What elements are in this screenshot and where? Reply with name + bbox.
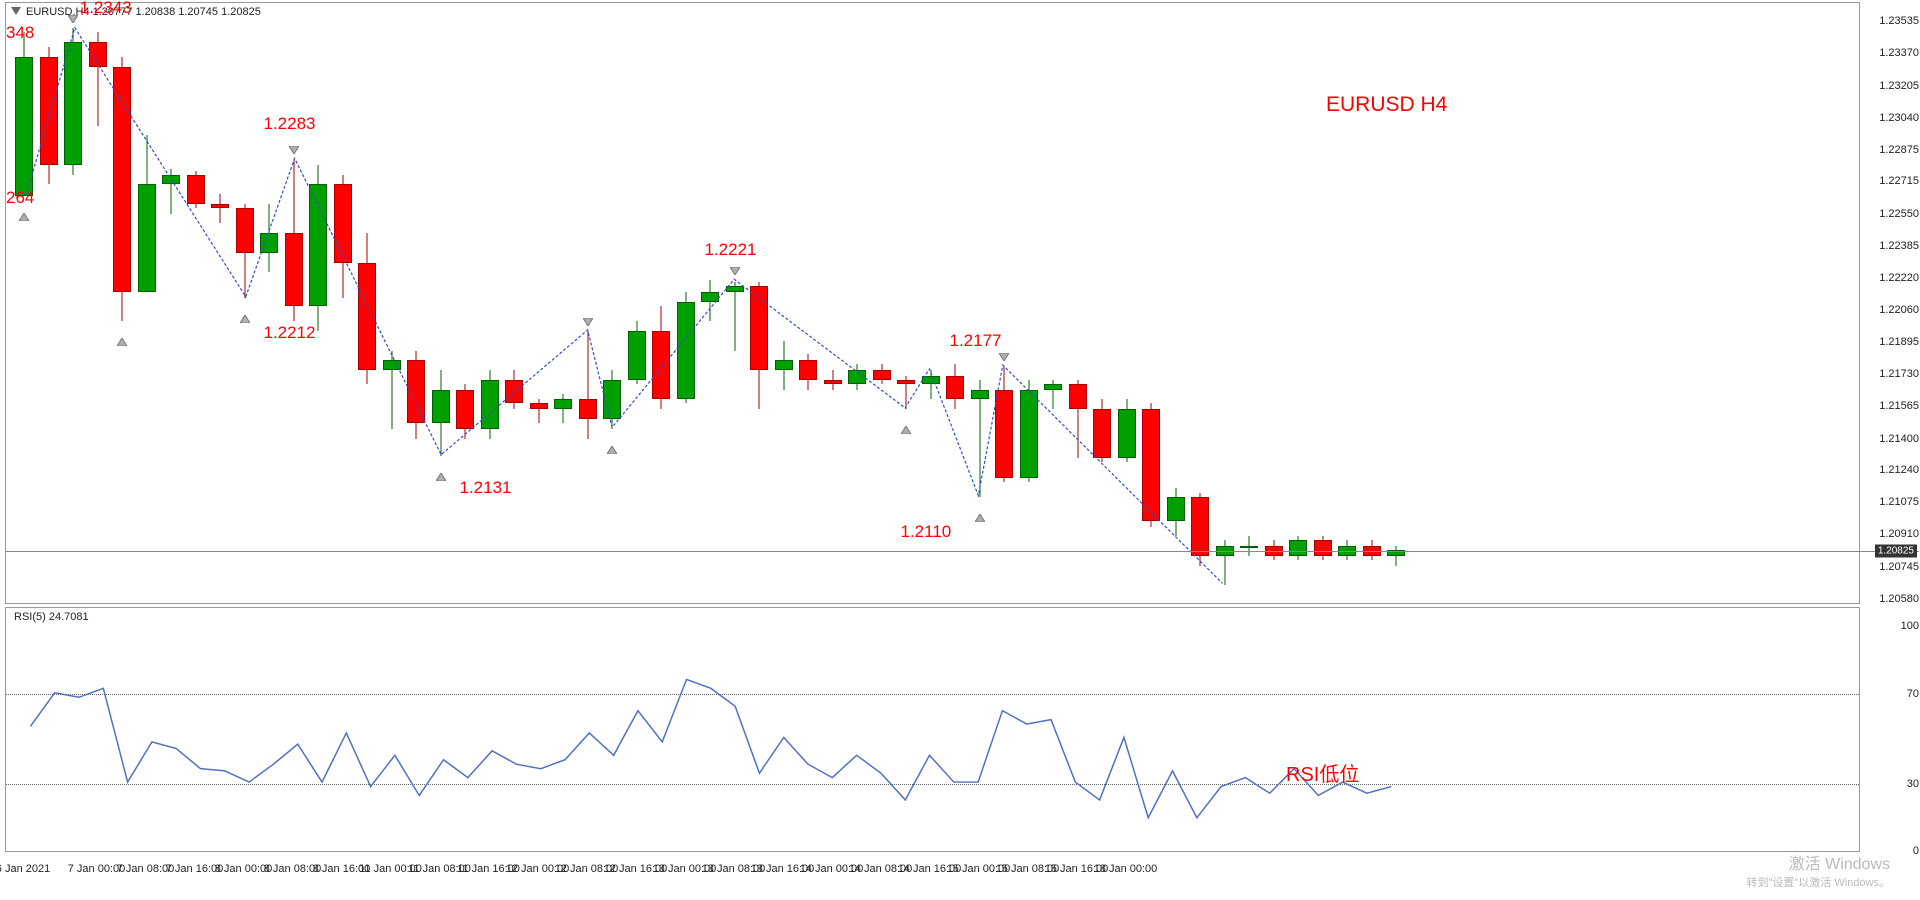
fractal-arrow-icon — [436, 468, 446, 478]
candle — [138, 3, 156, 603]
fractal-arrow-icon — [607, 441, 617, 451]
candle — [505, 3, 523, 603]
candle — [677, 3, 695, 603]
candle — [1216, 3, 1234, 603]
candle — [358, 3, 376, 603]
time-tick: 18 Jan 00:00 — [1094, 863, 1158, 875]
candle — [897, 3, 915, 603]
candle — [1265, 3, 1283, 603]
candle — [922, 3, 940, 603]
candle — [824, 3, 842, 603]
rsi-chart[interactable]: RSI(5) 24.7081 03070100 RSI低位 — [5, 607, 1860, 852]
fractal-arrow-icon — [975, 509, 985, 519]
rsi-header: RSI(5) 24.7081 — [14, 611, 89, 623]
price-annotation: 1.2110 — [901, 522, 952, 542]
rsi-annotation: RSI低位 — [1286, 758, 1359, 787]
candle — [603, 3, 621, 603]
price-chart[interactable]: EURUSD,H4 1.20777 1.20838 1.20745 1.2082… — [5, 2, 1860, 604]
price-annotation: 348 — [6, 23, 34, 43]
candle — [1069, 3, 1087, 603]
candle — [799, 3, 817, 603]
fractal-arrow-icon — [68, 10, 78, 20]
fractal-arrow-icon — [901, 421, 911, 431]
candle — [750, 3, 768, 603]
price-annotation: 1.2343 — [80, 0, 132, 18]
candle — [1093, 3, 1111, 603]
candle — [1289, 3, 1307, 603]
candle — [89, 3, 107, 603]
candle — [995, 3, 1013, 603]
candle — [1167, 3, 1185, 603]
candle — [848, 3, 866, 603]
price-annotation: 1.2212 — [264, 323, 316, 343]
current-price-tag: 1.20825 — [1875, 545, 1917, 558]
current-price-line — [6, 551, 1919, 552]
fractal-arrow-icon — [289, 141, 299, 151]
candle — [628, 3, 646, 603]
price-annotation: EURUSD H4 — [1326, 93, 1447, 117]
candle — [383, 3, 401, 603]
candle — [285, 3, 303, 603]
price-annotation: 1.2131 — [460, 478, 512, 498]
candle — [530, 3, 548, 603]
candle — [652, 3, 670, 603]
fractal-arrow-icon — [730, 262, 740, 272]
candle — [187, 3, 205, 603]
time-tick: 6 Jan 2021 — [0, 863, 50, 875]
candle — [554, 3, 572, 603]
candle — [1142, 3, 1160, 603]
candle — [211, 3, 229, 603]
candle — [726, 3, 744, 603]
fractal-arrow-icon — [117, 333, 127, 343]
fractal-arrow-icon — [583, 313, 593, 323]
price-y-axis: 1.205801.207451.209101.210751.212401.214… — [1864, 3, 1919, 603]
candle — [64, 3, 82, 603]
rsi-line — [6, 608, 1859, 851]
candle — [236, 3, 254, 603]
candle — [775, 3, 793, 603]
price-annotation: 1.2221 — [705, 240, 757, 260]
candle — [309, 3, 327, 603]
candle — [1020, 3, 1038, 603]
candle — [1191, 3, 1209, 603]
candle — [1118, 3, 1136, 603]
windows-watermark: 激活 Windows 转到"设置"以激活 Windows。 — [1747, 850, 1891, 890]
candle — [701, 3, 719, 603]
fractal-arrow-icon — [19, 208, 29, 218]
candle — [407, 3, 425, 603]
candle — [1240, 3, 1258, 603]
watermark-line2: 转到"设置"以激活 Windows。 — [1747, 874, 1891, 890]
candle — [579, 3, 597, 603]
price-annotation: 1.2177 — [950, 331, 1002, 351]
candle — [456, 3, 474, 603]
price-annotation: 1.2283 — [264, 114, 316, 134]
candle — [260, 3, 278, 603]
fractal-arrow-icon — [240, 310, 250, 320]
candle — [162, 3, 180, 603]
candle — [1044, 3, 1062, 603]
candle — [432, 3, 450, 603]
candle — [113, 3, 131, 603]
price-annotation: 264 — [6, 188, 34, 208]
time-x-axis: 6 Jan 20217 Jan 00:007 Jan 08:007 Jan 16… — [5, 855, 1860, 895]
rsi-y-axis: 03070100 — [1864, 608, 1919, 851]
candle — [334, 3, 352, 603]
candle — [40, 3, 58, 603]
candle — [946, 3, 964, 603]
candle — [481, 3, 499, 603]
watermark-line1: 激活 Windows — [1747, 850, 1891, 874]
candle — [15, 3, 33, 603]
candle — [873, 3, 891, 603]
